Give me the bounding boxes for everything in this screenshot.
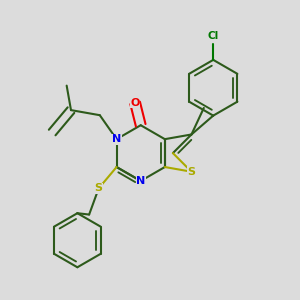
Text: O: O	[130, 98, 140, 108]
Text: S: S	[95, 183, 103, 194]
Text: S: S	[188, 167, 196, 177]
Text: Cl: Cl	[208, 31, 219, 41]
Text: N: N	[112, 134, 121, 144]
Text: N: N	[136, 176, 145, 186]
